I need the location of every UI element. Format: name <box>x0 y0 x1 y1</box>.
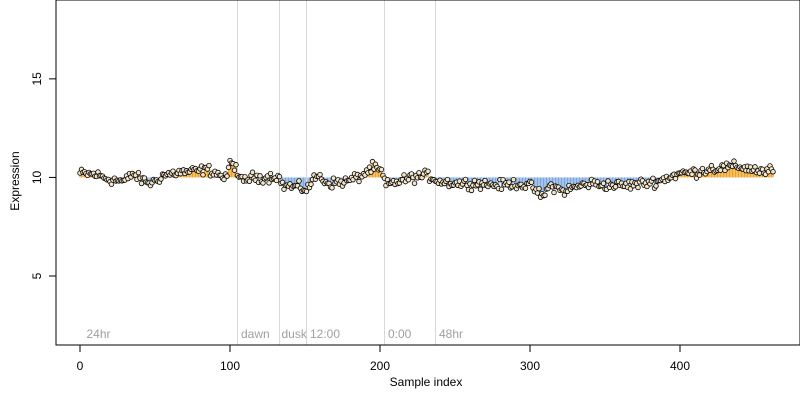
data-points <box>77 157 776 200</box>
x-tick-label: 200 <box>370 359 390 373</box>
data-point <box>528 179 535 185</box>
data-point <box>411 180 418 186</box>
data-point <box>158 176 164 182</box>
data-point <box>444 176 451 183</box>
y-axis: 5 10 15 <box>30 72 57 279</box>
data-point <box>468 187 475 194</box>
data-point <box>206 162 212 169</box>
data-point <box>308 181 314 187</box>
data-point <box>600 180 607 186</box>
data-point <box>770 169 776 175</box>
y-tick-label: 5 <box>30 272 44 279</box>
data-point <box>717 167 724 173</box>
data-point <box>506 179 512 185</box>
x-tick-label: 100 <box>220 359 240 373</box>
data-point <box>731 158 737 164</box>
data-point <box>200 172 206 178</box>
x-tick-label: 400 <box>670 359 690 373</box>
data-point <box>276 173 283 180</box>
data-point <box>542 192 548 198</box>
data-point <box>425 168 431 175</box>
region-label: dawn <box>241 327 270 341</box>
region-dividers <box>237 0 436 345</box>
x-axis-label: Sample index <box>390 375 463 389</box>
data-point <box>692 167 698 173</box>
data-point <box>135 169 142 176</box>
data-point <box>246 178 253 184</box>
data-point <box>416 170 422 176</box>
data-point <box>366 164 373 170</box>
data-point <box>594 179 601 185</box>
data-point <box>653 183 659 189</box>
x-tick-label: 300 <box>520 359 540 373</box>
data-point <box>225 164 232 171</box>
data-point <box>627 186 634 192</box>
data-point <box>249 169 256 175</box>
data-point <box>266 180 272 186</box>
data-point <box>696 172 703 178</box>
data-point <box>482 177 488 184</box>
y-tick-label: 15 <box>30 72 44 86</box>
data-point <box>522 185 529 191</box>
region-label: 48hr <box>439 327 463 341</box>
data-point <box>138 180 145 187</box>
region-label: dusk <box>282 327 308 341</box>
region-label: 24hr <box>87 327 111 341</box>
data-point <box>498 186 505 192</box>
y-axis-label: Expression <box>8 151 22 210</box>
data-point <box>356 178 362 185</box>
data-point <box>551 189 557 196</box>
data-point <box>231 167 238 173</box>
data-point <box>612 184 619 190</box>
data-point <box>635 184 641 191</box>
data-point <box>689 171 695 177</box>
data-point <box>317 171 323 178</box>
data-point <box>405 177 412 183</box>
data-point <box>462 176 469 183</box>
region-labels: 24hr dawn dusk 12:00 0:00 48hr <box>87 327 464 341</box>
data-point <box>303 188 310 195</box>
region-label: 12:00 <box>310 327 340 341</box>
data-point <box>650 175 656 182</box>
data-point <box>233 162 239 168</box>
data-point <box>510 176 517 183</box>
data-point <box>752 164 758 170</box>
data-point <box>273 177 280 184</box>
data-point <box>471 177 478 184</box>
data-point <box>534 190 541 196</box>
y-tick-label: 10 <box>30 170 44 184</box>
data-point <box>536 185 542 192</box>
x-tick-label: 0 <box>77 359 84 373</box>
data-point <box>221 176 227 183</box>
data-point <box>378 166 385 173</box>
region-label: 0:00 <box>388 327 412 341</box>
data-point <box>267 170 274 177</box>
x-axis: 0 100 200 300 400 <box>77 344 690 373</box>
data-point <box>477 186 484 192</box>
data-point <box>257 173 263 179</box>
data-point <box>296 178 302 184</box>
data-point <box>329 185 335 191</box>
data-point <box>401 172 407 178</box>
data-point <box>224 173 230 179</box>
data-point <box>330 175 337 181</box>
data-point <box>605 178 611 184</box>
